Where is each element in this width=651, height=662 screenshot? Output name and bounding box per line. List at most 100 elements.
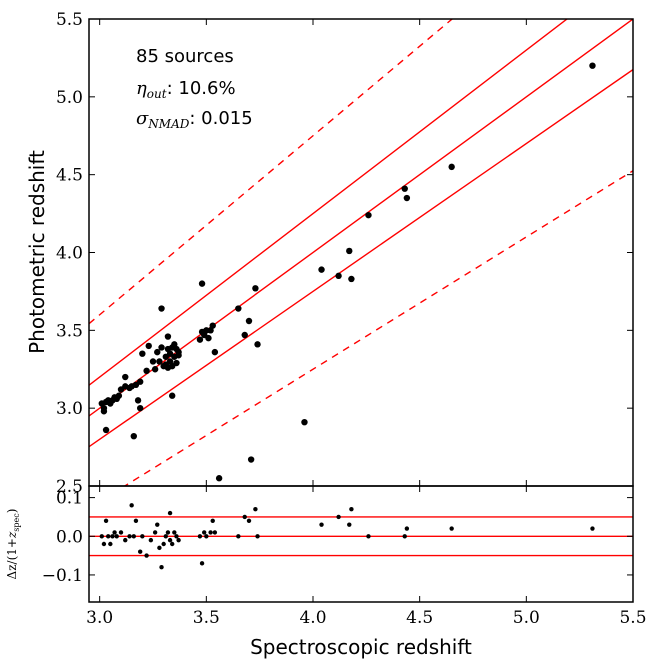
eta-symbol: η: [136, 78, 147, 99]
main-point-47: [196, 336, 204, 343]
residual-point-50: [449, 526, 454, 531]
main-point-44: [173, 359, 180, 367]
residual-point-40: [246, 518, 252, 523]
main-point-63: [301, 418, 308, 426]
residual-point-26: [167, 537, 173, 543]
residual-point-4: [108, 541, 113, 547]
x-axis-ticks: 3.0 3.5 4.0 4.5 5.0 5.5: [86, 19, 647, 628]
main-point-21: [139, 350, 146, 357]
residual-point-5: [110, 534, 115, 539]
residual-point-48: [402, 534, 407, 539]
residual-point-1: [101, 541, 107, 547]
residual-point-33: [202, 530, 207, 535]
res-y-tick-label-1: 0.0: [56, 527, 83, 547]
residual-point-34: [204, 534, 209, 539]
main-point-24: [149, 358, 157, 365]
main-point-62: [254, 341, 261, 348]
main-point-60: [247, 456, 255, 463]
residual-point-19: [155, 522, 160, 527]
residual-point-12: [131, 534, 136, 539]
main-point-58: [241, 331, 248, 339]
main-point-25: [151, 366, 159, 373]
residual-point-9: [123, 537, 128, 543]
residual-point-45: [347, 522, 352, 527]
main-points: [98, 62, 596, 482]
residual-point-29: [174, 534, 179, 539]
main-panel: 2.5 3.0 3.5 4.0 4.5 5.0 5.5 85 sources ηout: 1…: [25, 10, 634, 497]
residual-point-23: [163, 534, 168, 539]
residual-point-27: [170, 541, 175, 547]
residual-point-47: [366, 534, 371, 539]
residual-point-39: [242, 514, 247, 520]
main-point-22: [143, 367, 150, 375]
sigma-value: : 0.015: [189, 108, 252, 129]
residual-plot-frame: [88, 485, 634, 603]
main-point-2: [100, 408, 108, 415]
main-point-18: [134, 397, 142, 404]
nmad-scatter: σNMAD: 0.015: [136, 108, 253, 131]
eta-value: : 10.6%: [167, 78, 236, 99]
main-point-27: [156, 358, 163, 365]
residual-point-16: [144, 553, 149, 558]
residual-point-0: [99, 534, 105, 539]
main-point-55: [211, 348, 219, 356]
residual-point-3: [106, 534, 111, 539]
main-point-59: [245, 317, 253, 325]
residual-point-28: [172, 530, 177, 535]
residual-point-7: [114, 534, 119, 539]
residual-point-20: [157, 545, 162, 551]
residual-point-15: [140, 534, 145, 539]
residual-point-42: [255, 534, 260, 539]
residual-y-axis-ticks: 0.1 0.0 −0.1: [42, 489, 633, 586]
main-point-68: [365, 211, 372, 219]
x-tick-label-3: 4.5: [406, 608, 433, 628]
residual-points: [99, 503, 595, 570]
res-y-tick-label-0: 0.1: [56, 489, 83, 509]
main-point-65: [335, 272, 342, 280]
residual-panel: 0.1 0.0 −0.1 3.0 3.5 4.0 4.5 5.0 5.5 Δz/(1+zspe…: [5, 19, 647, 659]
residual-point-22: [161, 541, 166, 547]
residual-point-37: [212, 530, 218, 535]
main-point-28: [158, 344, 165, 351]
residual-y-axis-label: Δz/(1+zspec): [5, 509, 21, 580]
main-y-tick-label-1: 3.0: [56, 399, 83, 419]
sigma-symbol: σ: [136, 108, 149, 129]
main-point-19: [137, 404, 144, 412]
tolerance-line-2: [89, 69, 633, 448]
residual-point-49: [404, 526, 410, 531]
residual-point-11: [129, 503, 134, 508]
main-point-26: [154, 348, 161, 356]
residual-point-36: [210, 518, 215, 523]
main-point-64: [318, 266, 325, 273]
main-point-40: [169, 392, 176, 399]
main-point-29: [158, 305, 165, 312]
main-point-69: [401, 185, 408, 192]
residual-point-2: [103, 518, 109, 523]
residual-point-13: [133, 518, 139, 523]
residual-lines: [89, 516, 633, 557]
main-point-70: [403, 194, 411, 202]
main-y-tick-label-2: 3.5: [56, 321, 83, 341]
residual-point-17: [148, 537, 154, 543]
x-tick-label-2: 4.0: [299, 608, 326, 628]
sources-count: 85 sources: [136, 46, 234, 67]
main-y-tick-label-6: 5.5: [56, 10, 83, 30]
residual-point-25: [167, 510, 173, 516]
x-tick-label-5: 5.5: [619, 608, 646, 628]
main-y-tick-label-5: 5.0: [56, 88, 83, 108]
main-point-72: [589, 62, 596, 69]
sigma-subscript: NMAD: [147, 117, 189, 131]
main-point-49: [198, 280, 206, 287]
main-point-61: [252, 285, 259, 292]
main-y-tick-label-0: 2.5: [56, 477, 83, 497]
residual-point-35: [208, 530, 213, 535]
x-tick-label-4: 5.0: [513, 608, 540, 628]
x-tick-label-0: 3.0: [86, 608, 113, 628]
residual-point-8: [118, 530, 124, 535]
x-axis-label: Spectroscopic redshift: [250, 635, 472, 659]
main-y-tick-label-4: 4.5: [56, 166, 83, 186]
tolerance-lines: [89, 19, 633, 486]
main-point-3: [102, 426, 110, 434]
main-point-54: [209, 322, 216, 329]
